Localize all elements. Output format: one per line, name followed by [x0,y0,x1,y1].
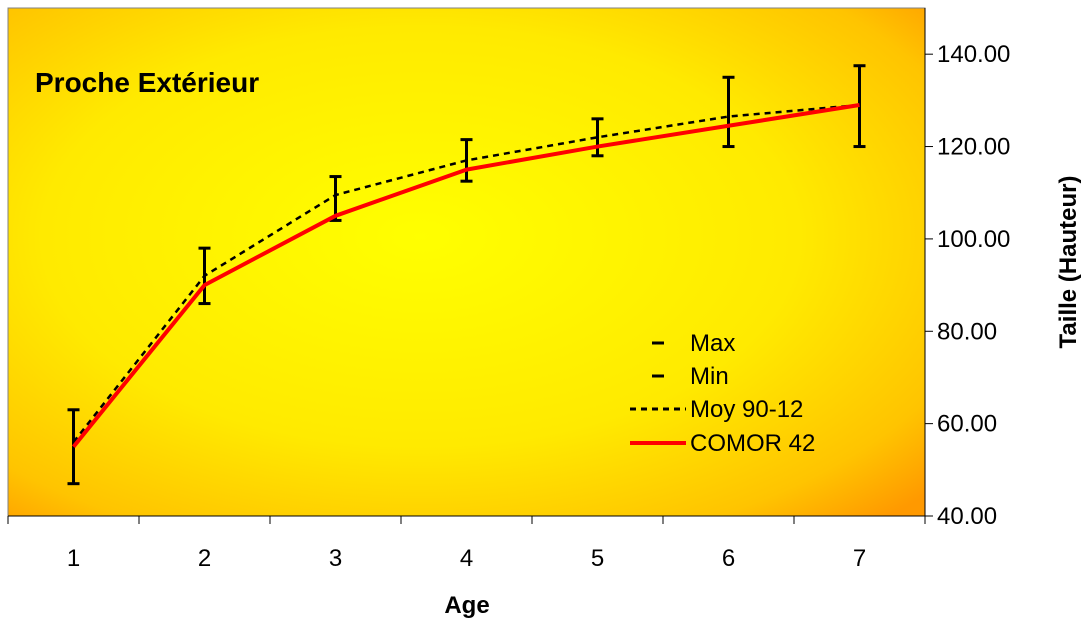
y-tick-label-3: 100.00 [937,226,1010,253]
plot-area [7,7,926,517]
x-tick-label-1: 2 [198,545,211,572]
legend-label-comor-42: COMOR 42 [690,430,815,457]
x-axis: 1 2 3 4 5 6 7 [7,515,926,572]
x-axis-title: Age [444,592,489,619]
legend-label-min: Min [690,363,729,390]
y-axis: 40.00 60.00 80.00 100.00 120.00 140.00 [924,8,1010,530]
x-tick-label-0: 1 [67,545,80,572]
y-axis-title: Taille (Hauteur) [1055,176,1082,349]
series-line-moy-90-12 [72,103,860,443]
y-tick-label-0: 40.00 [937,503,997,530]
y-tick-label-1: 60.00 [937,411,997,438]
x-tick-label-5: 6 [722,545,735,572]
y-tick-label-5: 140.00 [937,41,1010,68]
y-tick-label-4: 120.00 [937,134,1010,161]
x-tick-label-4: 5 [591,545,604,572]
series-line-comor-42 [71,103,860,448]
x-tick-label-2: 3 [329,545,342,572]
chart-title: Proche Extérieur [35,67,259,98]
legend-label-max: Max [690,330,735,357]
x-tick-label-6: 7 [853,545,866,572]
series-lines [71,103,860,448]
legend-label-moy-90-12: Moy 90-12 [690,396,803,423]
legend: Max Min Moy 90-12 COMOR 42 [630,330,815,457]
x-tick-label-3: 4 [460,545,473,572]
y-tick-label-2: 80.00 [937,318,997,345]
